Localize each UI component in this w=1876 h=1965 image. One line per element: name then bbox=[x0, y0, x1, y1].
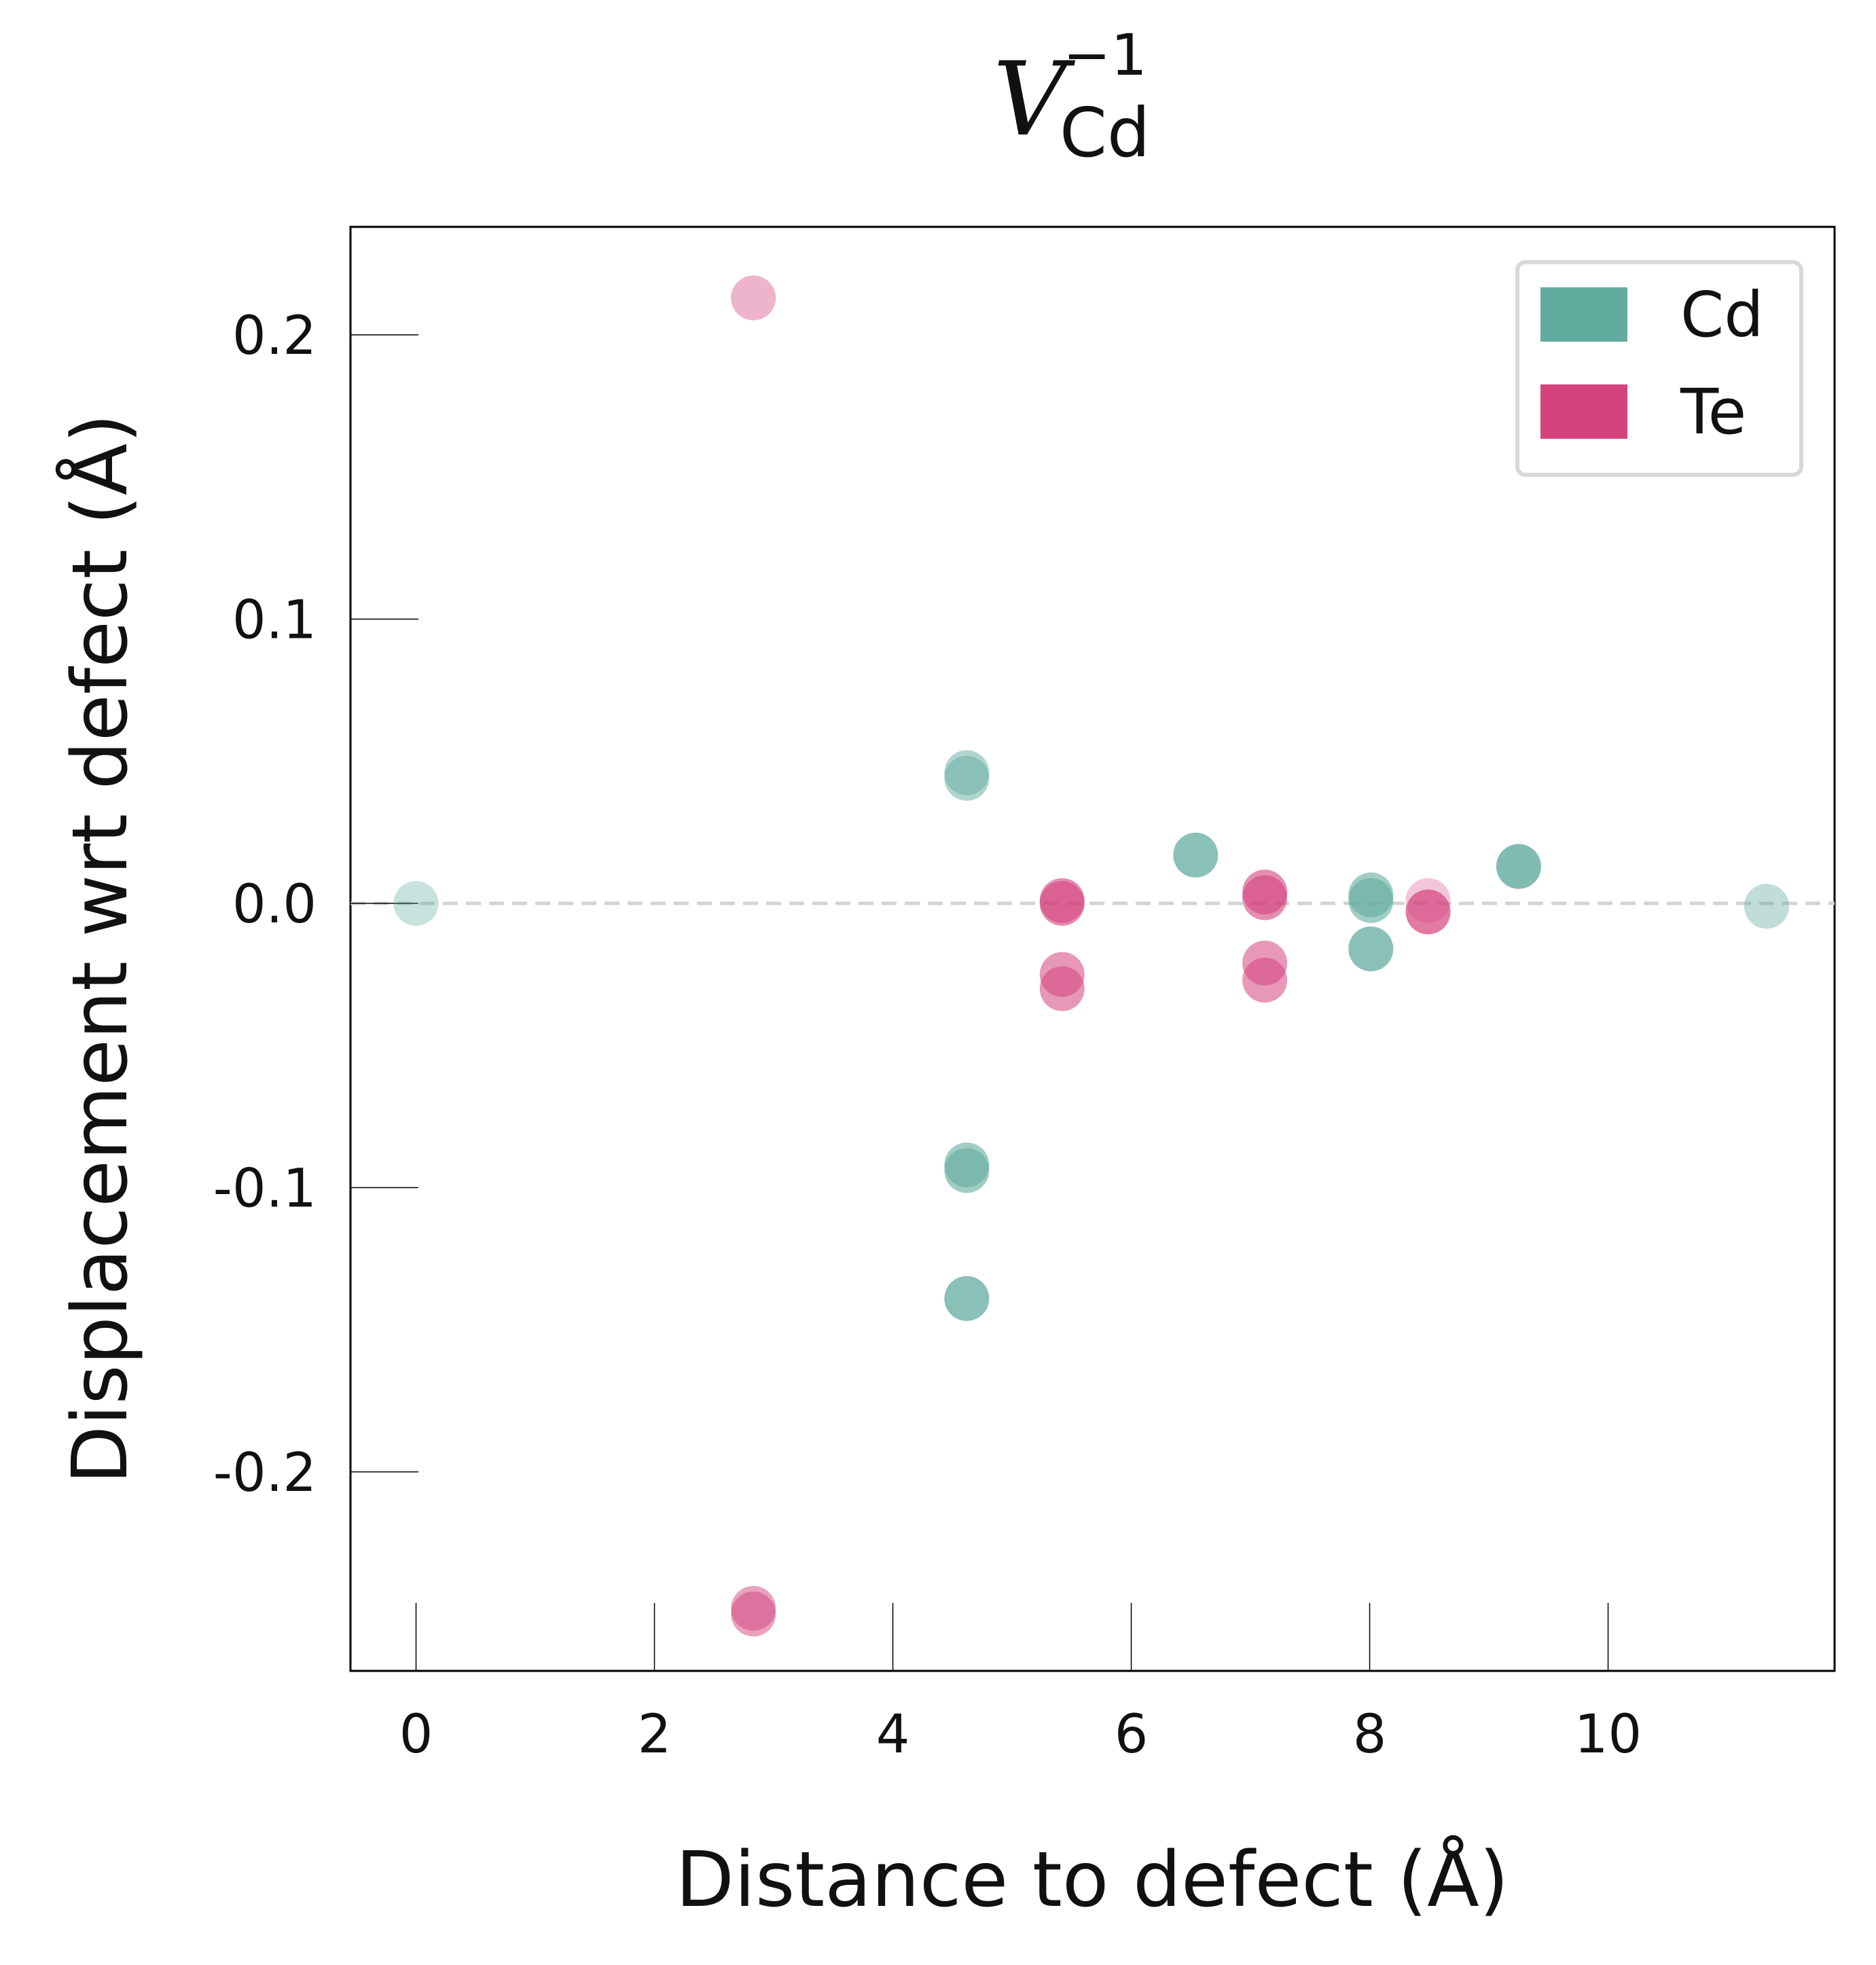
legend-label-te: Te bbox=[1680, 376, 1746, 448]
cd-data-point bbox=[1173, 832, 1219, 878]
x-tick-label: 8 bbox=[1353, 1704, 1387, 1765]
te-data-point bbox=[1039, 878, 1085, 923]
x-axis-ticks: 0 2 4 6 8 10 bbox=[399, 1603, 1642, 1765]
cd-data-point bbox=[944, 755, 990, 801]
cd-data-point bbox=[393, 881, 439, 926]
x-tick-label: 10 bbox=[1574, 1704, 1642, 1765]
x-tick-label: 0 bbox=[399, 1704, 433, 1765]
te-data-point bbox=[1242, 875, 1288, 920]
legend-swatch-te bbox=[1540, 384, 1627, 439]
te-data-point bbox=[1039, 966, 1085, 1011]
y-tick-label: 0.2 bbox=[232, 306, 317, 367]
legend: Cd Te bbox=[1515, 260, 1803, 477]
x-tick-label: 2 bbox=[638, 1704, 672, 1765]
y-tick-label: -0.1 bbox=[213, 1159, 317, 1220]
cd-data-point bbox=[944, 1276, 990, 1321]
title-superscript: −1 bbox=[1063, 22, 1147, 88]
cd-data-point bbox=[1348, 878, 1394, 923]
y-tick-label: 0.1 bbox=[232, 590, 317, 651]
chart-title: V −1 Cd bbox=[993, 22, 1150, 173]
y-axis-ticks: 0.2 0.1 0.0 -0.1 -0.2 bbox=[213, 306, 418, 1504]
cd-data-point bbox=[944, 1148, 990, 1193]
y-tick-label: -0.2 bbox=[213, 1443, 317, 1504]
x-tick-label: 4 bbox=[876, 1704, 910, 1765]
te-data-point bbox=[731, 1591, 776, 1637]
plot-frame bbox=[349, 226, 1836, 1672]
x-tick-label: 6 bbox=[1115, 1704, 1149, 1765]
legend-label-cd: Cd bbox=[1680, 278, 1764, 351]
cd-data-point bbox=[1496, 844, 1541, 889]
title-main: V bbox=[993, 41, 1076, 159]
cd-data-point bbox=[1348, 926, 1394, 971]
y-tick-label: 0.0 bbox=[232, 874, 317, 935]
te-data-point bbox=[1405, 889, 1451, 935]
te-data-point bbox=[1242, 958, 1288, 1003]
cd-data-point bbox=[1744, 884, 1789, 929]
x-axis-label: Distance to defect (Å) bbox=[676, 1835, 1509, 1924]
y-axis-label: Displacement wrt defect (Å) bbox=[56, 414, 145, 1484]
te-data-point bbox=[731, 275, 776, 321]
title-subscript: Cd bbox=[1060, 93, 1150, 173]
data-points bbox=[393, 275, 1789, 1637]
legend-swatch-cd bbox=[1540, 287, 1627, 342]
